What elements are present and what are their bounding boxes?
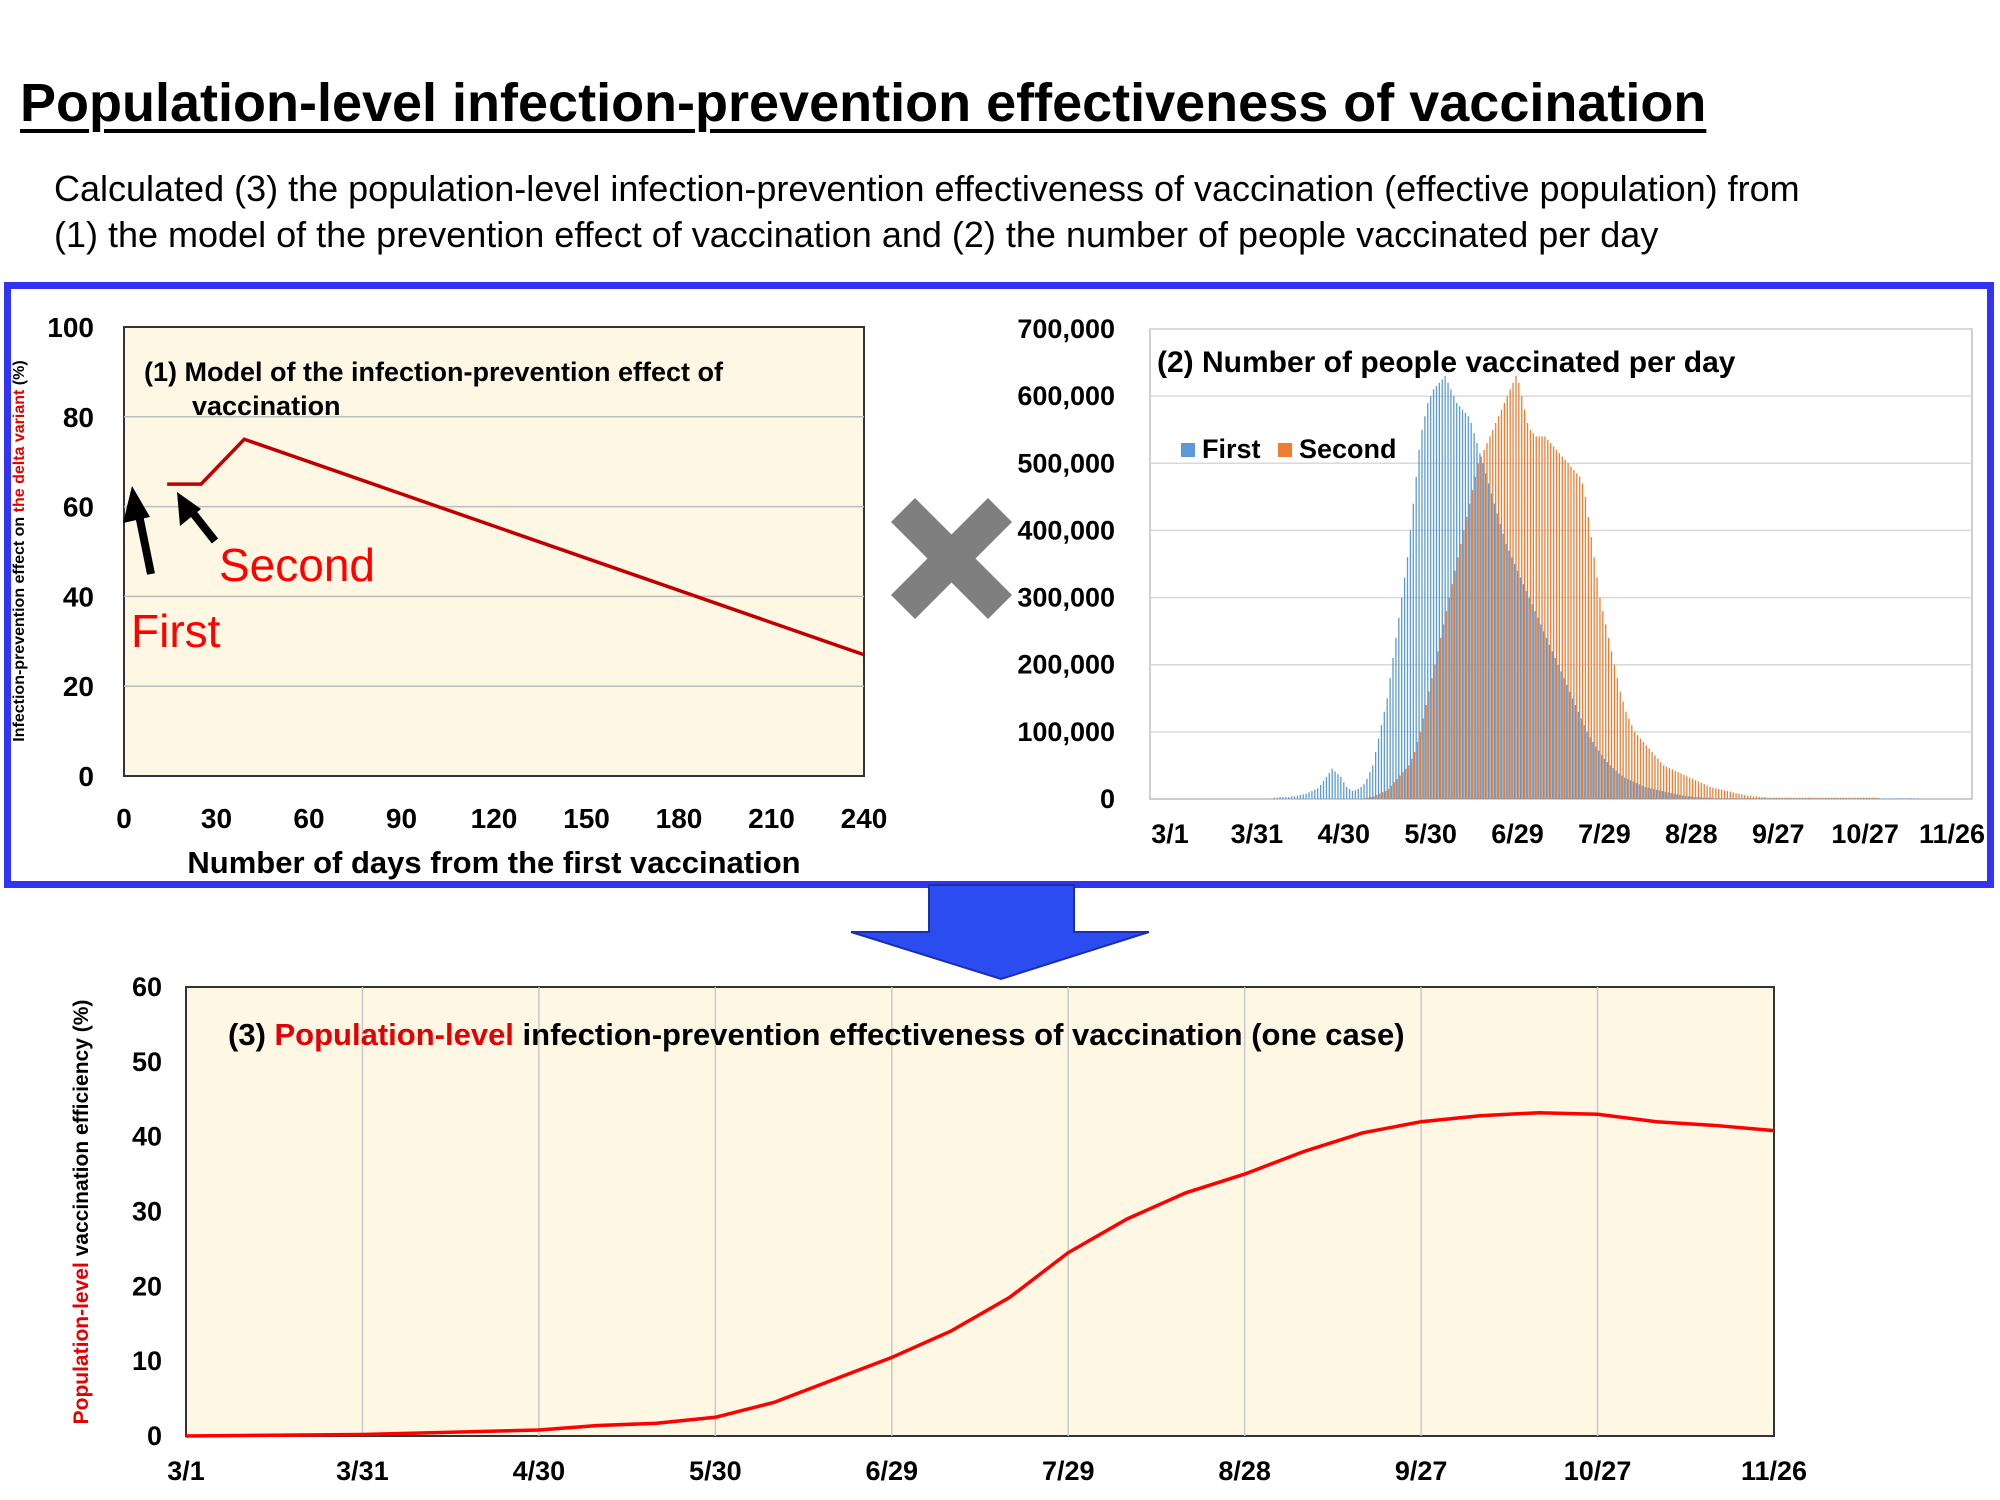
efficiency-y-label-rest: vaccination efficiency (%) [70, 1000, 93, 1263]
model-y-tick-label: 60 [63, 492, 94, 523]
model-y-label-red: the delta variant [11, 389, 28, 512]
efficiency-x-tick-label: 3/1 [167, 1456, 205, 1486]
vaccinated-y-tick-label: 400,000 [1017, 515, 1115, 545]
vaccinated-chart: 0 100,000 200,000 300,000 400,000 500,000 600,… [1017, 314, 1985, 849]
model-x-tick-label: 0 [116, 803, 132, 834]
legend-second-swatch [1278, 443, 1292, 457]
vaccinated-y-tick-label: 0 [1100, 784, 1115, 814]
first-annotation: First [131, 605, 221, 657]
vaccinated-gridlines [1150, 328, 1972, 733]
model-chart: 0 20 40 60 80 100 0 30 60 90 120 150 180 210 240 (1) … [11, 312, 887, 880]
vaccinated-y-tick-label: 500,000 [1017, 448, 1115, 478]
efficiency-x-tick-label: 9/27 [1395, 1456, 1448, 1486]
efficiency-x-tick-label: 11/26 [1741, 1456, 1807, 1486]
efficiency-x-tick-label: 5/30 [689, 1456, 742, 1486]
model-x-tick-label: 30 [201, 803, 232, 834]
model-y-tick-label: 80 [63, 402, 94, 433]
vaccinated-x-tick-label: 6/29 [1491, 819, 1544, 849]
down-arrow-icon [850, 884, 1150, 981]
vaccinated-y-tick-label: 300,000 [1017, 583, 1115, 613]
model-x-tick-label: 180 [656, 803, 703, 834]
efficiency-y-ticks: 0 10 20 30 40 50 60 [132, 972, 162, 1451]
model-y-label-part1: Infection-prevention effect on [11, 512, 28, 741]
legend-first-swatch [1181, 443, 1195, 457]
description-line-1: Calculated (3) the population-level infe… [54, 168, 1800, 209]
efficiency-y-label-red: Population-level [70, 1262, 93, 1424]
model-x-tick-label: 60 [293, 803, 324, 834]
first-arrow-head [123, 486, 150, 523]
second-annotation: Second [219, 539, 375, 591]
efficiency-title-red: Population-level [275, 1017, 514, 1052]
efficiency-x-tick-label: 4/30 [513, 1456, 566, 1486]
efficiency-title-rest: infection-prevention effectiveness of va… [514, 1017, 1405, 1052]
model-effect-line [167, 437, 865, 657]
model-plot-area [123, 326, 865, 777]
vaccinated-x-tick-label: 3/31 [1231, 819, 1284, 849]
efficiency-y-tick-label: 60 [132, 972, 162, 1002]
legend-second-label: Second [1299, 434, 1397, 464]
vaccinated-y-tick-label: 600,000 [1017, 381, 1115, 411]
efficiency-y-tick-label: 50 [132, 1047, 162, 1077]
model-x-tick-label: 210 [748, 803, 795, 834]
page-title: Population-level infection-prevention ef… [20, 73, 1707, 133]
vaccinated-x-tick-label: 8/28 [1665, 819, 1718, 849]
model-x-ticks: 0 30 60 90 120 150 180 210 240 [116, 803, 887, 834]
vaccinated-x-tick-label: 11/26 [1919, 819, 1985, 849]
efficiency-x-tick-label: 7/29 [1042, 1456, 1095, 1486]
model-x-tick-label: 120 [471, 803, 518, 834]
efficiency-x-tick-label: 10/27 [1564, 1456, 1632, 1486]
model-gridlines [124, 416, 864, 687]
model-chart-title-line2: vaccination [192, 391, 341, 421]
model-x-axis-label: Number of days from the first vaccinatio… [187, 845, 800, 880]
vaccinated-y-tick-label: 200,000 [1017, 650, 1115, 680]
description-line-2: (1) the model of the prevention effect o… [54, 214, 1659, 255]
efficiency-gridlines [361, 987, 1599, 1436]
multiply-icon [890, 497, 1013, 620]
first-dose-bars [1273, 376, 1918, 799]
vaccinated-x-tick-label: 3/1 [1151, 819, 1189, 849]
model-x-tick-label: 150 [563, 803, 610, 834]
model-y-tick-label: 20 [63, 671, 94, 702]
vaccinated-y-tick-label: 700,000 [1017, 314, 1115, 344]
model-chart-title-line1: (1) Model of the infection-prevention ef… [144, 357, 724, 387]
vaccinated-x-ticks: 3/1 3/31 4/30 5/30 6/29 7/29 8/28 9/27 10/27 11/2… [1151, 819, 1985, 849]
vaccinated-x-tick-label: 9/27 [1752, 819, 1805, 849]
second-arrow-head [177, 492, 201, 526]
legend-first-label: First [1202, 434, 1261, 464]
vaccinated-y-tick-label: 100,000 [1017, 717, 1115, 747]
vaccinated-x-tick-label: 5/30 [1404, 819, 1457, 849]
efficiency-line [185, 1110, 1775, 1438]
model-x-tick-label: 90 [386, 803, 417, 834]
vaccinated-chart-title: (2) Number of people vaccinated per day [1157, 346, 1736, 379]
model-y-tick-label: 100 [47, 312, 94, 343]
efficiency-y-tick-label: 10 [132, 1346, 162, 1376]
efficiency-y-tick-label: 40 [132, 1122, 162, 1152]
vaccinated-legend: First Second [1181, 434, 1397, 464]
model-x-tick-label: 240 [841, 803, 888, 834]
second-dose-bars [1364, 376, 1879, 799]
model-y-axis-label: Infection-prevention effect on the delta… [11, 360, 28, 741]
efficiency-x-tick-label: 6/29 [865, 1456, 918, 1486]
vaccinated-x-tick-label: 7/29 [1578, 819, 1631, 849]
model-y-tick-label: 40 [63, 581, 94, 612]
efficiency-x-tick-label: 8/28 [1218, 1456, 1271, 1486]
vaccinated-y-ticks: 0 100,000 200,000 300,000 400,000 500,000 600,… [1017, 314, 1115, 814]
efficiency-x-tick-label: 3/31 [336, 1456, 389, 1486]
efficiency-chart: 0 10 20 30 40 50 60 3/1 3/31 4/30 5/30 6/29 7/29 8/2… [70, 972, 1807, 1486]
model-y-ticks: 0 20 40 60 80 100 [47, 312, 94, 792]
efficiency-y-tick-label: 30 [132, 1197, 162, 1227]
efficiency-chart-title: (3) Population-level infection-preventio… [228, 1017, 1405, 1052]
efficiency-plot-area [185, 986, 1775, 1437]
model-y-label-part2: (%) [11, 360, 28, 389]
efficiency-y-axis-label: Population-level vaccination efficiency … [70, 1000, 93, 1425]
efficiency-y-tick-label: 0 [147, 1421, 162, 1451]
vaccinated-x-tick-label: 4/30 [1317, 819, 1370, 849]
vaccinated-x-tick-label: 10/27 [1831, 819, 1899, 849]
efficiency-x-ticks: 3/1 3/31 4/30 5/30 6/29 7/29 8/28 9/27 10/27 11/2… [167, 1456, 1807, 1486]
efficiency-y-tick-label: 20 [132, 1271, 162, 1301]
efficiency-title-number: (3) [228, 1017, 275, 1052]
model-y-tick-label: 0 [78, 761, 94, 792]
